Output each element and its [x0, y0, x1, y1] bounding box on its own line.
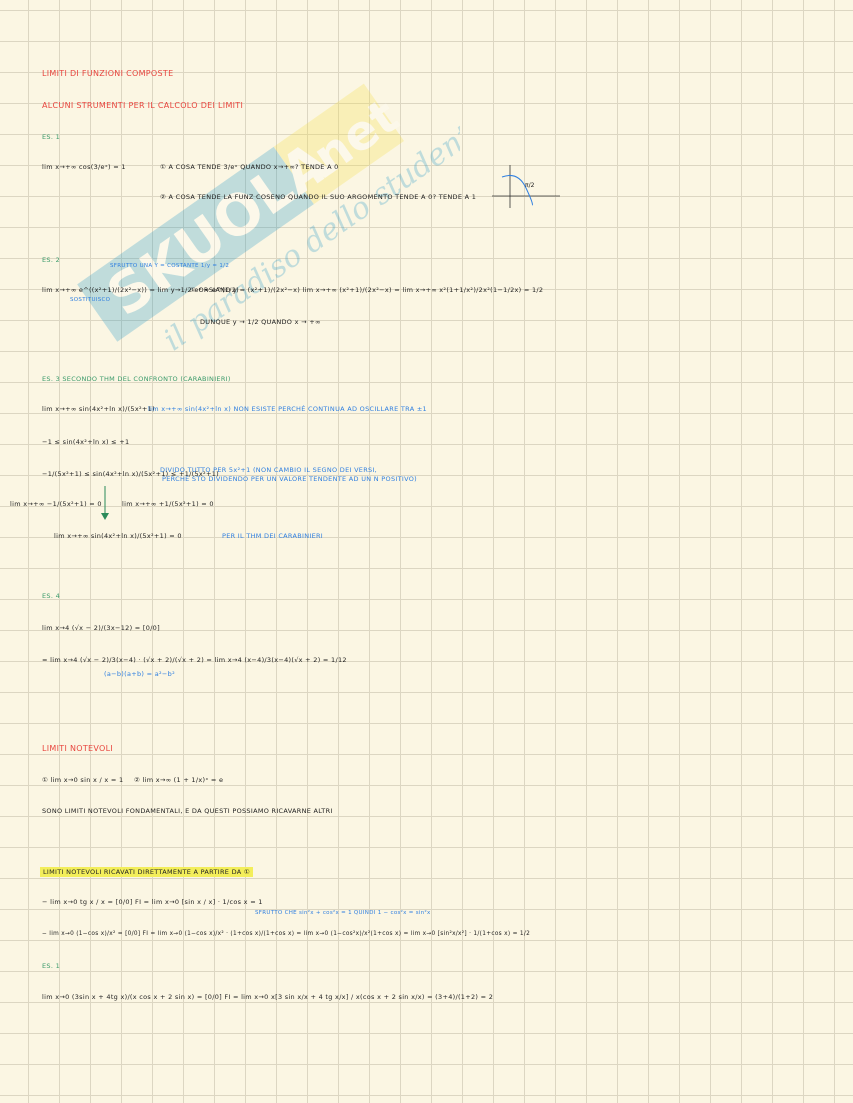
note: SFRUTTO UNA Y = COSTANTE 1/y = 1/2 — [110, 263, 230, 269]
exercise-label: ES. 1 — [42, 962, 61, 970]
math-expression: = lim x→4 (√x − 2)/3(x−4) · (√x + 2)/(√x… — [42, 656, 347, 664]
cosine-graph: π/2 — [492, 165, 560, 208]
math-expression: lim x→+∞ cos(3/eˣ) = 1 — [42, 163, 126, 171]
note: SFRUTTO CHE sin²x + cos²x = 1 QUINDI 1 −… — [255, 910, 431, 916]
math-expression: −1/(5x²+1) ≤ sin(4x²+ln x)/(5x²+1) ≤ +1/… — [42, 470, 219, 478]
math-expression: −1 ≤ sin(4x²+ln x) ≤ +1 — [42, 438, 130, 446]
math-expression: lim x→0 (3sin x + 4tg x)/(x cos x + 2 si… — [42, 993, 494, 1001]
exercise-label: ES. 3 SECONDO THM DEL CONFRONTO (CARABIN… — [42, 375, 231, 383]
arrow-down-icon — [101, 486, 109, 520]
graph-label: π/2 — [525, 182, 535, 189]
page-subtitle: ALCUNI STRUMENTI PER IL CALCOLO DEI LIMI… — [42, 101, 244, 110]
note: PER IL THM DEI CARABINIERI — [222, 532, 324, 540]
note: ① A COSA TENDE 3/eˣ QUANDO x→+∞? TENDE A… — [160, 163, 339, 171]
math-expression: − lim x→0 tg x / x = [0/0] FI = lim x→0 … — [42, 898, 263, 906]
math-expression: ① ORSIANO y = (x²+1)/(2x²−x) lim x→+∞ (x… — [190, 286, 544, 294]
math-expression: lim x→+∞ sin(4x²+ln x)/(5x²+1) — [42, 405, 155, 413]
note: (a−b)(a+b) = a²−b² — [104, 670, 175, 678]
math-expression: lim x→+∞ e^((x²+1)/(2x²−x)) = lim y→1/2 … — [42, 286, 239, 294]
math-expression: lim x→+∞ −1/(5x²+1) = 0 — [10, 500, 102, 508]
math-expression: − lim x→0 (1−cos x)/x² = [0/0] FI = lim … — [42, 931, 531, 937]
section-title: LIMITI NOTEVOLI — [42, 744, 114, 753]
section-title: LIMITI NOTEVOLI RICAVATI DIRETTAMENTE A … — [40, 867, 254, 877]
math-expression: lim x→4 (√x − 2)/(3x−12) = [0/0] — [42, 624, 160, 632]
svg-text:SKUOLA: SKUOLA — [96, 130, 343, 330]
exercise-label: ES. 2 — [42, 256, 61, 264]
note: SOSTITUISCO — [70, 297, 111, 303]
math-expression: lim x→+∞ +1/(5x²+1) = 0 — [122, 500, 214, 508]
math-expression: ① lim x→0 sin x / x = 1 — [42, 776, 124, 784]
note: DUNQUE y → 1/2 QUANDO x → +∞ — [200, 318, 321, 326]
exercise-label: ES. 4 — [42, 592, 61, 600]
note: DIVIDO TUTTO PER 5x²+1 (NON CAMBIO IL SE… — [160, 466, 378, 474]
note: lim x→+∞ sin(4x²+ln x) NON ESISTE PERCHÉ… — [148, 405, 427, 413]
note: SONO LIMITI NOTEVOLI FONDAMENTALI, E DA … — [42, 807, 333, 815]
page-title: LIMITI DI FUNZIONI COMPOSTE — [42, 69, 174, 78]
note: ② A COSA TENDE LA FUNZ COSENO QUANDO IL … — [160, 193, 477, 201]
exercise-label: ES. 1 — [42, 133, 61, 141]
math-expression: lim x→+∞ sin(4x²+ln x)/(5x²+1) = 0 — [54, 532, 182, 540]
svg-text:.net: .net — [288, 88, 409, 196]
math-expression: ② lim x→∞ (1 + 1/x)ˣ = e — [134, 776, 224, 784]
note: PERCHÉ STO DIVIDENDO PER UN VALORE TENDE… — [162, 475, 417, 483]
